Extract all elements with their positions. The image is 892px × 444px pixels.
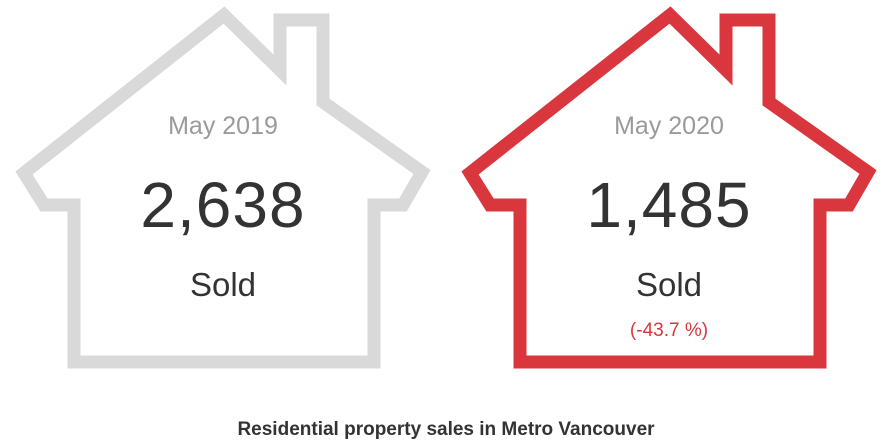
sold-label: Sold <box>189 266 257 303</box>
house-outline-2019 <box>15 6 431 369</box>
sold-count: 1,485 <box>586 169 752 241</box>
house-card-2020: May 2020 1,485 Sold (-43.7 %) <box>446 0 892 380</box>
period-label: May 2019 <box>168 112 278 140</box>
sold-count: 2,638 <box>140 169 306 241</box>
house-outline-2020 <box>461 6 877 369</box>
house-outline-icon <box>15 6 431 369</box>
house-outline-icon <box>461 6 877 369</box>
house-card-2019: May 2019 2,638 Sold <box>0 0 446 380</box>
chart-title: Residential property sales in Metro Vanc… <box>237 419 655 440</box>
sold-label: Sold <box>635 266 703 303</box>
period-label: May 2020 <box>614 112 724 140</box>
percent-change: (-43.7 %) <box>629 320 709 341</box>
